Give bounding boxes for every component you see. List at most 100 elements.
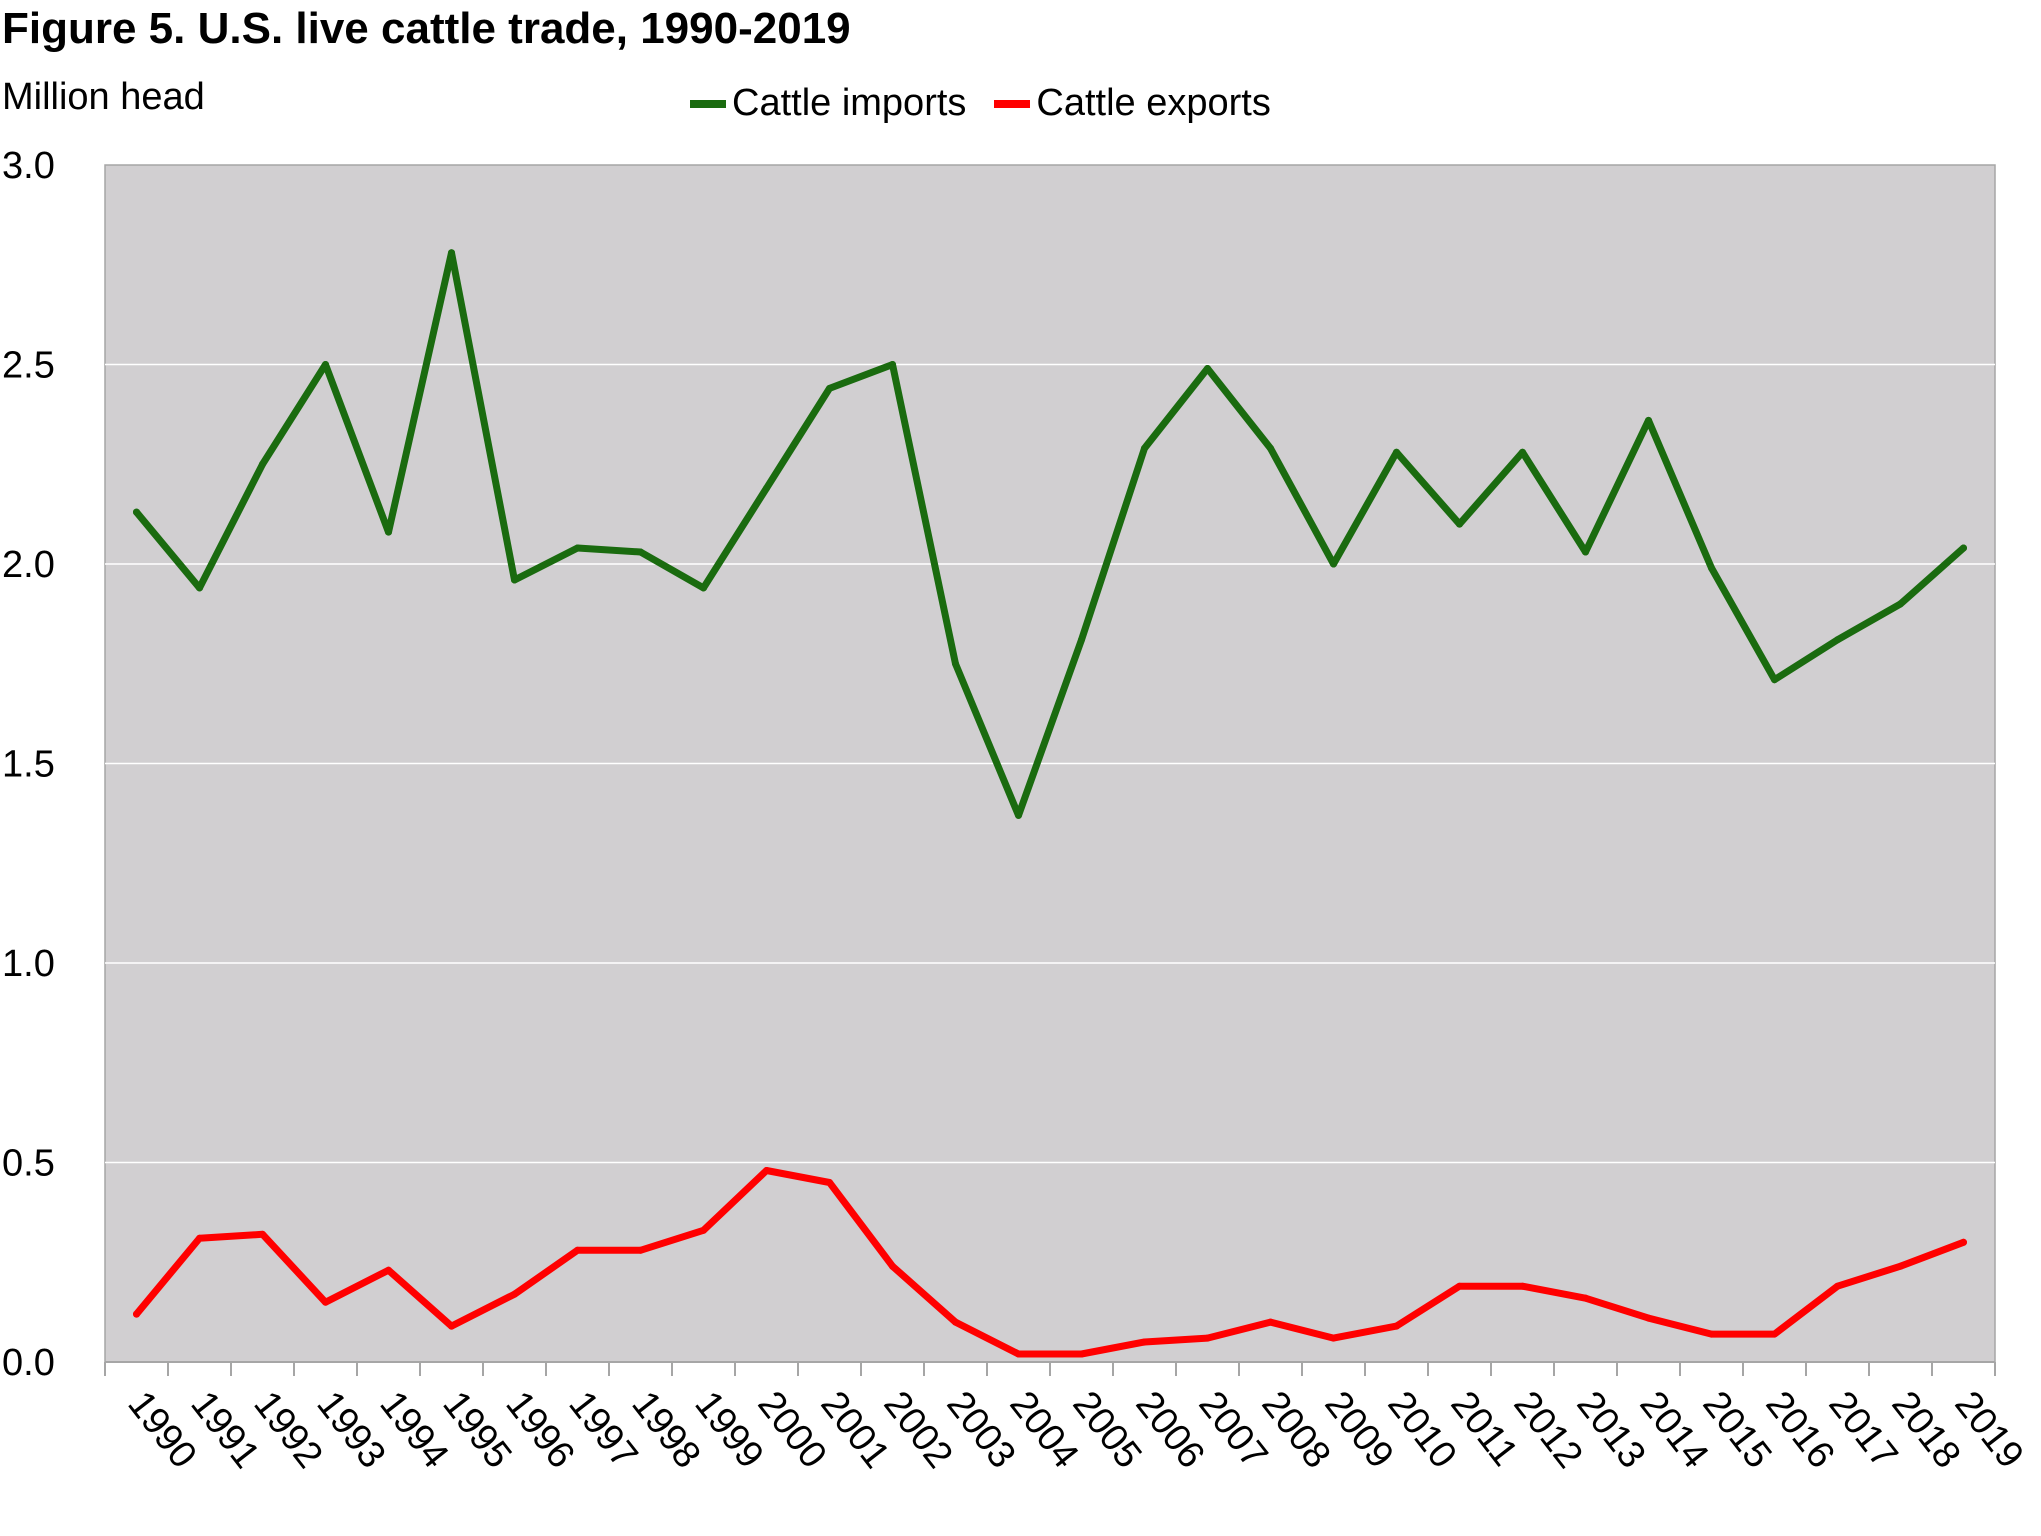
data-point-cattle-exports [1204, 1334, 1211, 1342]
x-tick-label: 1995 [434, 1384, 519, 1476]
data-point-cattle-imports [1582, 548, 1589, 556]
data-point-cattle-exports [1078, 1350, 1085, 1358]
data-point-cattle-exports [448, 1322, 455, 1330]
legend-swatch-exports [994, 99, 1031, 108]
x-tick-label: 2006 [1127, 1384, 1212, 1476]
x-tick-label: 2000 [749, 1384, 834, 1476]
x-tick-label: 2017 [1820, 1384, 1905, 1476]
x-tick-label: 2009 [1316, 1384, 1401, 1476]
x-tick-label: 2001 [812, 1384, 897, 1476]
x-tick-label: 1992 [245, 1384, 330, 1476]
data-point-cattle-exports [1771, 1330, 1778, 1338]
legend-swatch-imports [690, 99, 726, 108]
series-line-cattle-imports [133, 249, 1967, 819]
series-line-cattle-exports [133, 1167, 1967, 1358]
data-point-cattle-exports [1330, 1334, 1337, 1342]
x-tick-label: 2019 [1946, 1384, 2031, 1476]
legend-label-exports: Cattle exports [1036, 82, 1271, 124]
x-tick-label: 2004 [1001, 1384, 1086, 1476]
x-tick-label: 2010 [1379, 1384, 1464, 1476]
x-tick-label: 1991 [182, 1384, 267, 1476]
x-tick-label: 2014 [1631, 1384, 1716, 1476]
y-tick-label: 0.0 [2, 1342, 55, 1384]
data-point-cattle-imports [1456, 520, 1463, 528]
y-tick-label: 1.0 [2, 943, 55, 985]
data-point-cattle-exports [196, 1234, 203, 1242]
data-point-cattle-imports [322, 361, 329, 368]
data-point-cattle-imports [1708, 564, 1715, 572]
x-tick-label: 1997 [560, 1384, 645, 1476]
x-tick-label: 2016 [1757, 1384, 1842, 1476]
legend: Cattle imports Cattle exports [690, 82, 1299, 125]
data-point-cattle-imports [763, 484, 770, 492]
y-tick-label: 1.5 [2, 744, 55, 786]
legend-item-imports: Cattle imports [690, 82, 966, 125]
data-point-cattle-exports [574, 1246, 581, 1254]
data-point-cattle-exports [1393, 1322, 1400, 1330]
data-point-cattle-exports [322, 1298, 329, 1306]
x-tick-label: 1999 [686, 1384, 771, 1476]
x-tick-label: 2002 [875, 1384, 960, 1476]
data-point-cattle-imports [1141, 444, 1148, 452]
y-axis-unit-label: Million head [2, 76, 205, 118]
chart-title: Figure 5. U.S. live cattle trade, 1990-2… [2, 4, 851, 53]
data-point-cattle-imports [1015, 811, 1022, 819]
data-point-cattle-imports [259, 460, 266, 468]
data-point-cattle-imports [1267, 444, 1274, 452]
y-tick-label: 3.0 [2, 145, 55, 187]
data-point-cattle-imports [448, 249, 455, 257]
x-tick-label: 1990 [119, 1384, 204, 1476]
data-point-cattle-imports [1771, 676, 1778, 684]
data-point-cattle-exports [889, 1262, 896, 1270]
x-tick-label: 1994 [371, 1384, 456, 1476]
data-point-cattle-imports [637, 548, 644, 556]
x-tick-label: 1998 [623, 1384, 708, 1476]
data-point-cattle-exports [1834, 1282, 1841, 1290]
data-point-cattle-imports [1834, 636, 1841, 644]
data-point-cattle-imports [1519, 448, 1526, 456]
data-point-cattle-imports [1897, 600, 1904, 608]
data-point-cattle-exports [637, 1246, 644, 1254]
data-point-cattle-exports [700, 1226, 707, 1234]
data-point-cattle-imports [826, 384, 833, 392]
data-point-cattle-exports [1897, 1262, 1904, 1270]
legend-item-exports: Cattle exports [994, 82, 1271, 125]
data-point-cattle-imports [133, 508, 140, 516]
data-point-cattle-exports [1015, 1350, 1022, 1358]
data-point-cattle-exports [826, 1178, 833, 1186]
y-tick-label: 2.5 [2, 345, 55, 387]
data-point-cattle-imports [1393, 448, 1400, 456]
legend-label-imports: Cattle imports [732, 82, 967, 124]
data-point-cattle-imports [574, 544, 581, 552]
x-tick-label: 2013 [1568, 1384, 1653, 1476]
data-point-cattle-imports [196, 584, 203, 592]
data-point-cattle-exports [385, 1266, 392, 1274]
data-point-cattle-imports [511, 576, 518, 584]
x-tick-label: 2012 [1505, 1384, 1590, 1476]
data-point-cattle-exports [1267, 1318, 1274, 1326]
data-point-cattle-exports [133, 1310, 140, 1318]
data-point-cattle-exports [1708, 1330, 1715, 1338]
data-point-cattle-imports [889, 361, 896, 368]
data-point-cattle-imports [1330, 560, 1337, 568]
data-point-cattle-imports [700, 584, 707, 592]
data-point-cattle-exports [1960, 1238, 1967, 1246]
data-point-cattle-imports [952, 660, 959, 668]
x-tick-label: 2015 [1694, 1384, 1779, 1476]
data-point-cattle-imports [1078, 636, 1085, 644]
data-point-cattle-exports [259, 1230, 266, 1238]
x-tick-label: 2008 [1253, 1384, 1338, 1476]
data-point-cattle-exports [763, 1166, 770, 1174]
data-point-cattle-imports [1645, 416, 1652, 424]
data-point-cattle-imports [1204, 364, 1211, 372]
data-point-cattle-exports [1456, 1282, 1463, 1290]
y-tick-label: 0.5 [2, 1143, 55, 1185]
data-point-cattle-imports [385, 528, 392, 536]
data-point-cattle-exports [1582, 1294, 1589, 1302]
data-point-cattle-imports [1960, 544, 1967, 552]
data-point-cattle-exports [1645, 1314, 1652, 1322]
x-tick-label: 1996 [497, 1384, 582, 1476]
data-point-cattle-exports [952, 1318, 959, 1326]
data-point-cattle-exports [1141, 1338, 1148, 1346]
